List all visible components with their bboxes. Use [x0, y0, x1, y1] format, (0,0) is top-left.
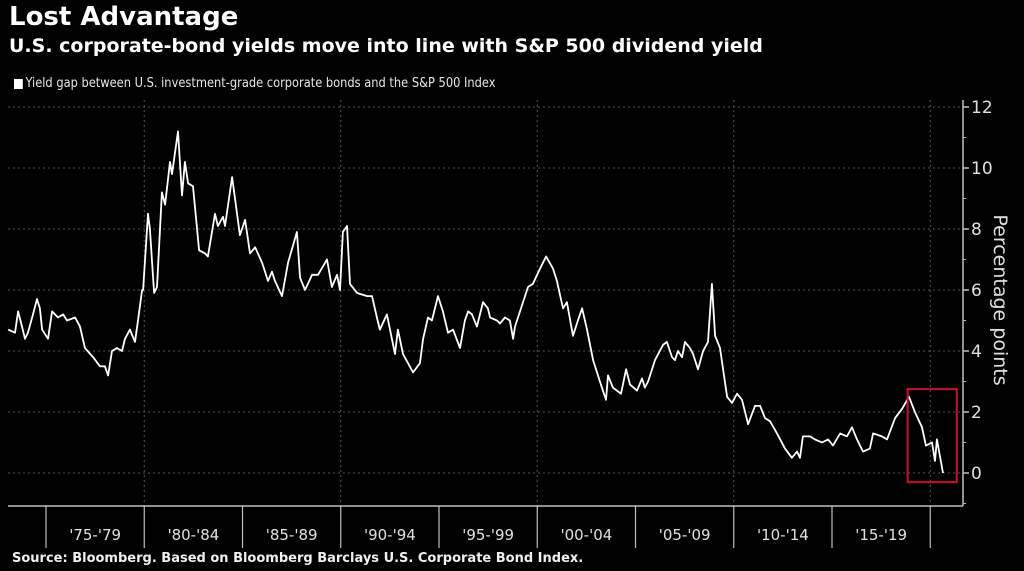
- x-tick-label: '15-'19: [855, 526, 907, 544]
- x-tick-label: '90-'94: [364, 526, 416, 544]
- x-axis-labels: '75-'79 '80-'84 '85-'89 '90-'94 '95-'99 '00-'…: [69, 526, 907, 544]
- x-tick-label: '00-'04: [560, 526, 612, 544]
- y-tick-label: 8: [971, 220, 982, 240]
- chart-subtitle: U.S. corporate-bond yields move into lin…: [9, 35, 763, 57]
- x-tick-label: '80-'84: [167, 526, 219, 544]
- y-tick-label: 12: [971, 98, 993, 118]
- x-tick-label: '10-'14: [757, 526, 809, 544]
- x-tick-label: '05-'09: [659, 526, 711, 544]
- x-tick-label: '85-'89: [266, 526, 318, 544]
- gridlines: [8, 100, 963, 506]
- y-tick-label: 2: [971, 403, 982, 423]
- source-note: Source: Bloomberg. Based on Bloomberg Ba…: [12, 551, 584, 566]
- x-tick-label: '75-'79: [69, 526, 121, 544]
- y-axis-title: Percentage points: [989, 214, 1011, 385]
- y-axis-labels: 0 2 4 6 8 10 12: [971, 98, 993, 484]
- y-tick-label: 0: [971, 464, 982, 484]
- chart-title: Lost Advantage: [9, 2, 239, 32]
- y-tick-label: 10: [971, 159, 993, 179]
- axes: [8, 100, 969, 548]
- y-tick-label: 6: [971, 281, 982, 301]
- y-tick-label: 4: [971, 342, 982, 362]
- legend-label: Yield gap between U.S. investment-grade …: [25, 76, 496, 91]
- highlight-box: [906, 388, 958, 484]
- legend: Yield gap between U.S. investment-grade …: [14, 76, 496, 91]
- legend-swatch: [14, 78, 23, 89]
- series-line: [7, 130, 944, 474]
- x-tick-label: '95-'99: [462, 526, 514, 544]
